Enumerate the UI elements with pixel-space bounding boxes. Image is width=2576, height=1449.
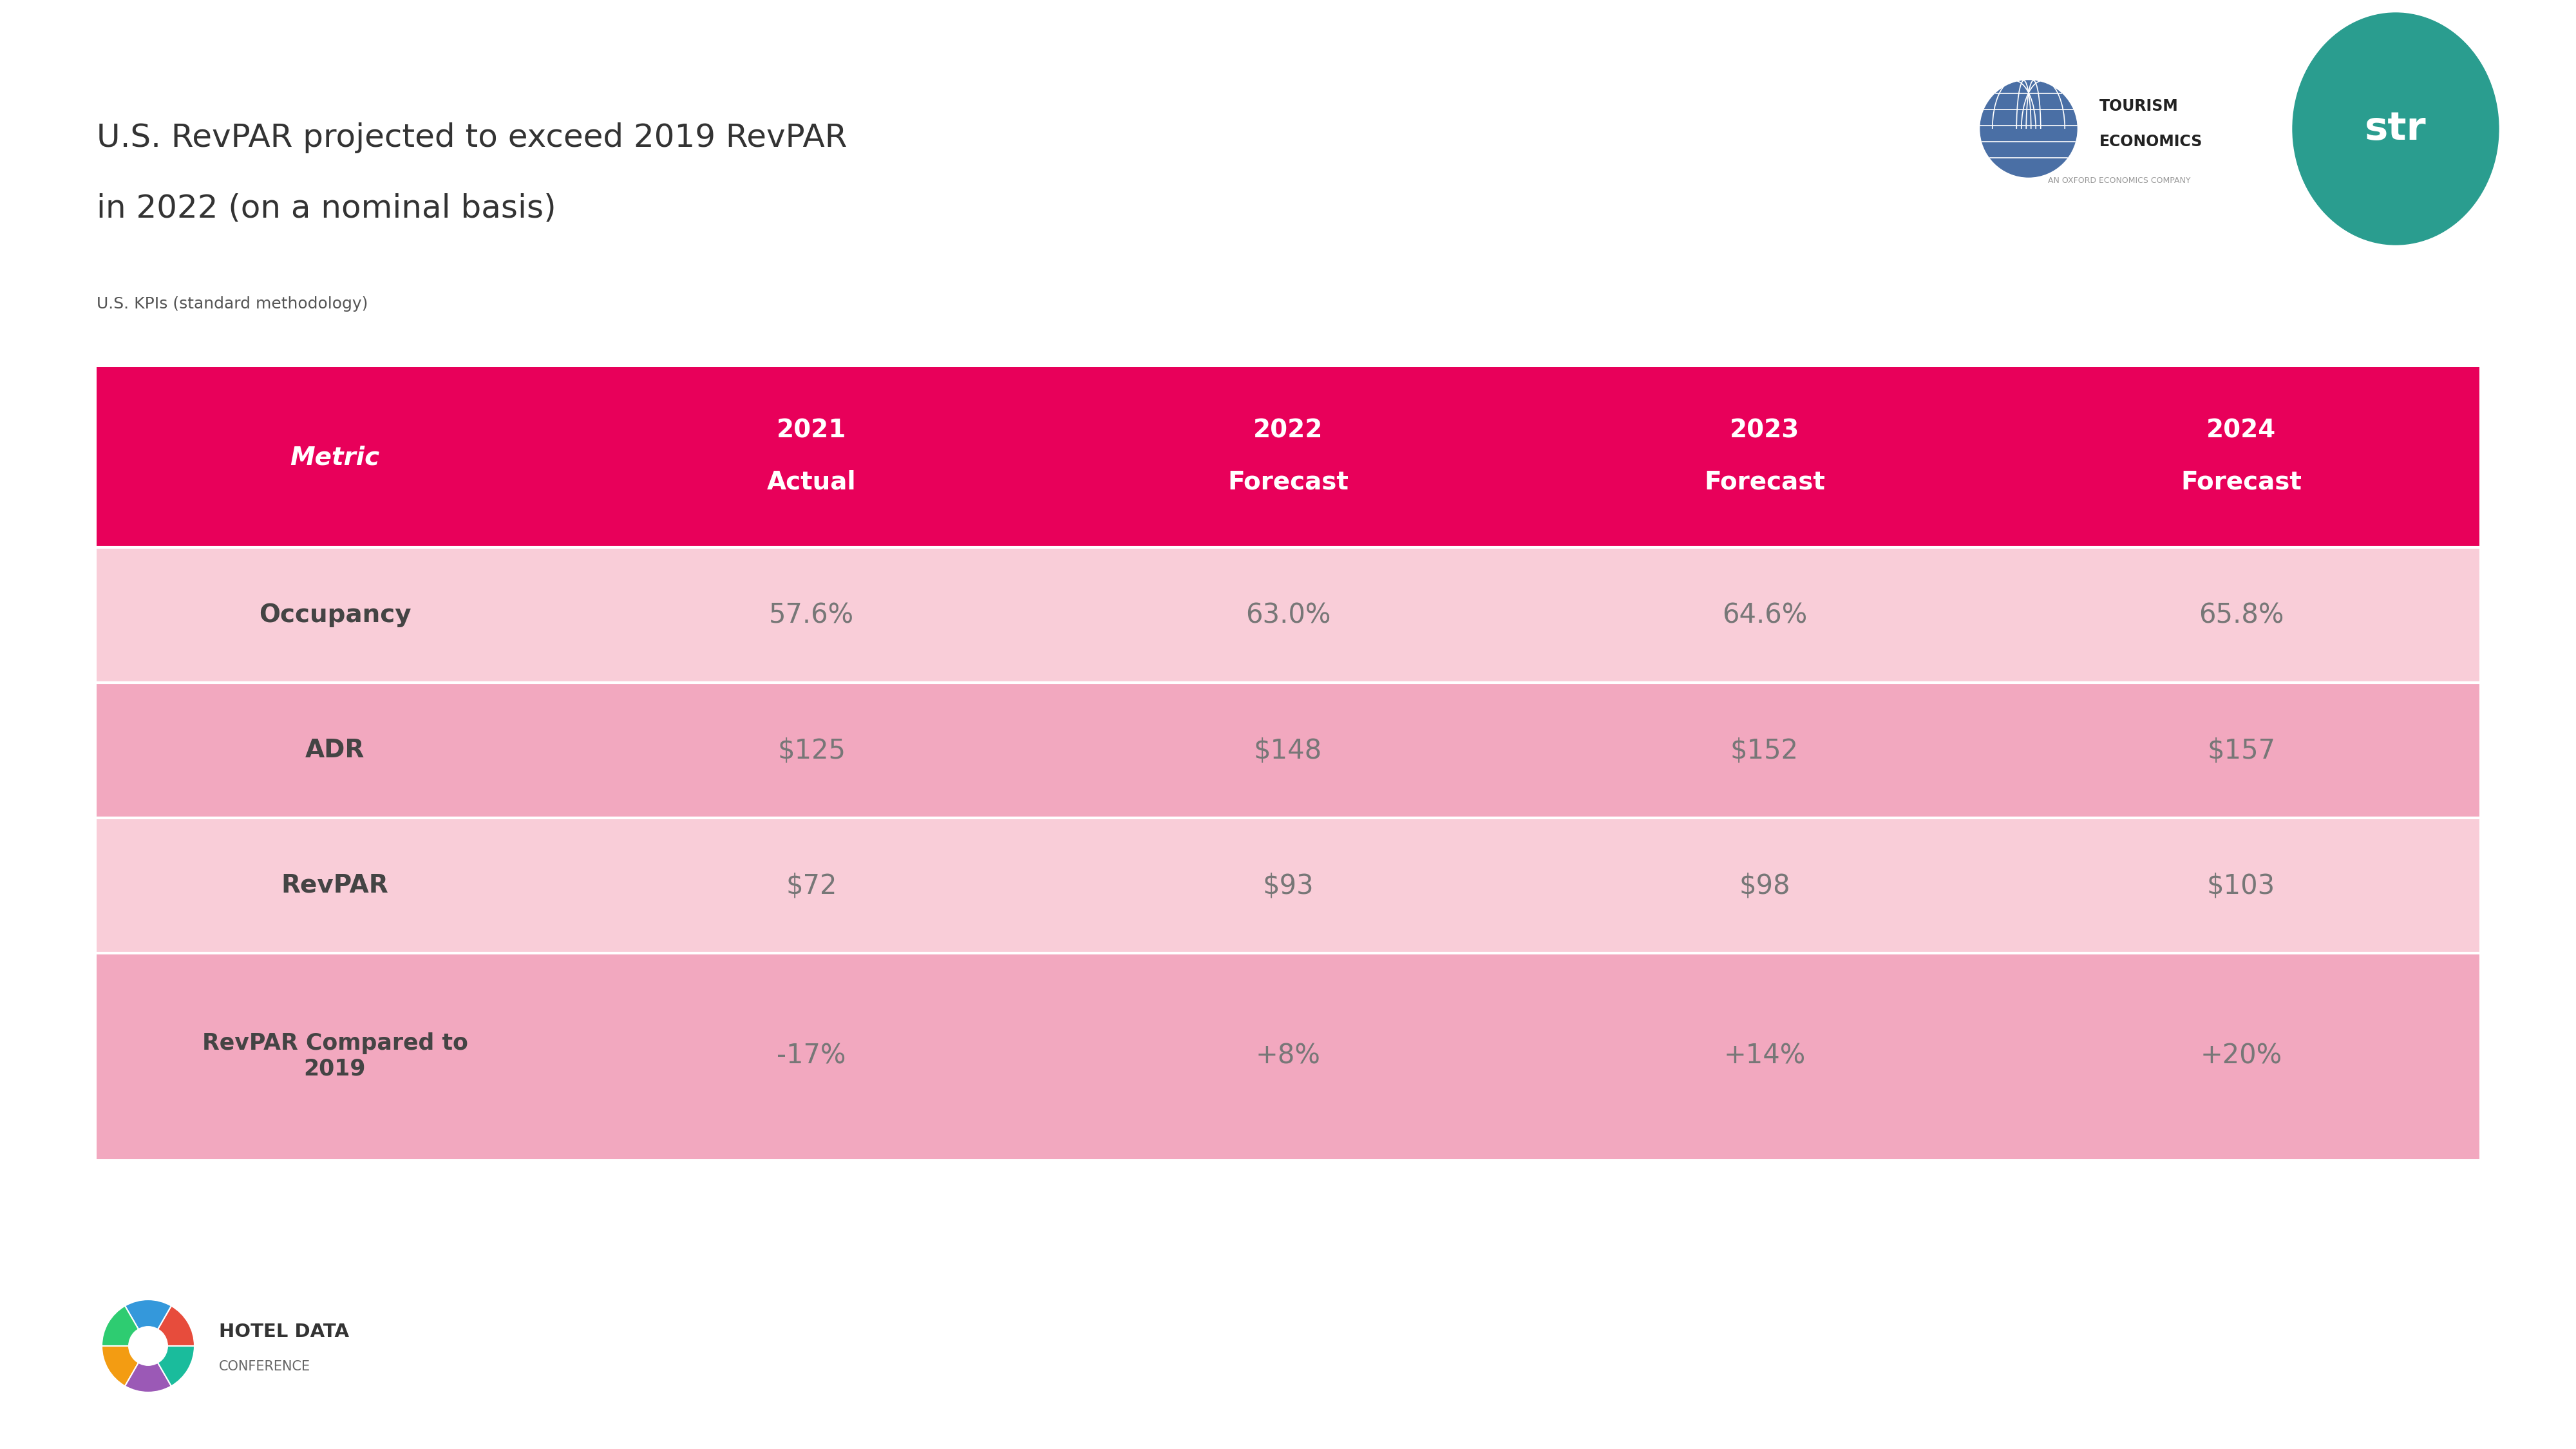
Text: Metric: Metric bbox=[291, 445, 379, 469]
Text: $103: $103 bbox=[2208, 872, 2275, 898]
Text: -17%: -17% bbox=[778, 1043, 845, 1069]
Text: ADR: ADR bbox=[304, 738, 366, 762]
Text: $152: $152 bbox=[1731, 736, 1798, 764]
Text: ECONOMICS: ECONOMICS bbox=[2099, 133, 2202, 149]
Text: +14%: +14% bbox=[1723, 1043, 1806, 1069]
Text: HOTEL DATA: HOTEL DATA bbox=[219, 1323, 350, 1340]
FancyBboxPatch shape bbox=[98, 953, 2478, 1159]
Wedge shape bbox=[147, 1306, 193, 1346]
FancyBboxPatch shape bbox=[98, 367, 2478, 548]
Text: CONFERENCE: CONFERENCE bbox=[219, 1361, 312, 1374]
Text: $72: $72 bbox=[786, 872, 837, 898]
Text: 2024: 2024 bbox=[2205, 417, 2277, 442]
Text: Actual: Actual bbox=[768, 469, 855, 494]
Text: 63.0%: 63.0% bbox=[1244, 601, 1332, 629]
FancyBboxPatch shape bbox=[98, 682, 2478, 817]
Text: Forecast: Forecast bbox=[2182, 469, 2300, 494]
Text: $93: $93 bbox=[1262, 872, 1314, 898]
Text: 64.6%: 64.6% bbox=[1721, 601, 1808, 629]
Text: 65.8%: 65.8% bbox=[2197, 601, 2285, 629]
FancyBboxPatch shape bbox=[98, 548, 2478, 682]
Text: Occupancy: Occupancy bbox=[258, 603, 412, 627]
Text: AN OXFORD ECONOMICS COMPANY: AN OXFORD ECONOMICS COMPANY bbox=[2048, 177, 2190, 184]
Text: Forecast: Forecast bbox=[1229, 469, 1347, 494]
FancyBboxPatch shape bbox=[98, 817, 2478, 953]
Text: $125: $125 bbox=[778, 736, 845, 764]
Text: RevPAR Compared to
2019: RevPAR Compared to 2019 bbox=[201, 1033, 469, 1080]
Text: $157: $157 bbox=[2208, 736, 2275, 764]
Text: in 2022 (on a nominal basis): in 2022 (on a nominal basis) bbox=[98, 193, 556, 225]
Text: Forecast: Forecast bbox=[1705, 469, 1824, 494]
Ellipse shape bbox=[2293, 13, 2499, 245]
Text: TOURISM: TOURISM bbox=[2099, 99, 2179, 114]
Text: RevPAR: RevPAR bbox=[281, 874, 389, 898]
Text: $98: $98 bbox=[1739, 872, 1790, 898]
Text: +20%: +20% bbox=[2200, 1043, 2282, 1069]
Text: 2022: 2022 bbox=[1252, 417, 1324, 442]
Text: 57.6%: 57.6% bbox=[768, 601, 855, 629]
Text: +8%: +8% bbox=[1255, 1043, 1321, 1069]
Text: 2023: 2023 bbox=[1728, 417, 1801, 442]
Wedge shape bbox=[147, 1346, 193, 1387]
Text: U.S. KPIs (standard methodology): U.S. KPIs (standard methodology) bbox=[98, 296, 368, 312]
Circle shape bbox=[129, 1326, 167, 1365]
Text: str: str bbox=[2365, 110, 2427, 148]
Wedge shape bbox=[100, 1346, 147, 1387]
Wedge shape bbox=[100, 1306, 147, 1346]
Wedge shape bbox=[124, 1300, 170, 1346]
Text: 2021: 2021 bbox=[775, 417, 848, 442]
Circle shape bbox=[1981, 81, 2076, 177]
Text: $148: $148 bbox=[1255, 736, 1321, 764]
Wedge shape bbox=[124, 1346, 170, 1392]
Text: U.S. RevPAR projected to exceed 2019 RevPAR: U.S. RevPAR projected to exceed 2019 Rev… bbox=[98, 122, 848, 154]
